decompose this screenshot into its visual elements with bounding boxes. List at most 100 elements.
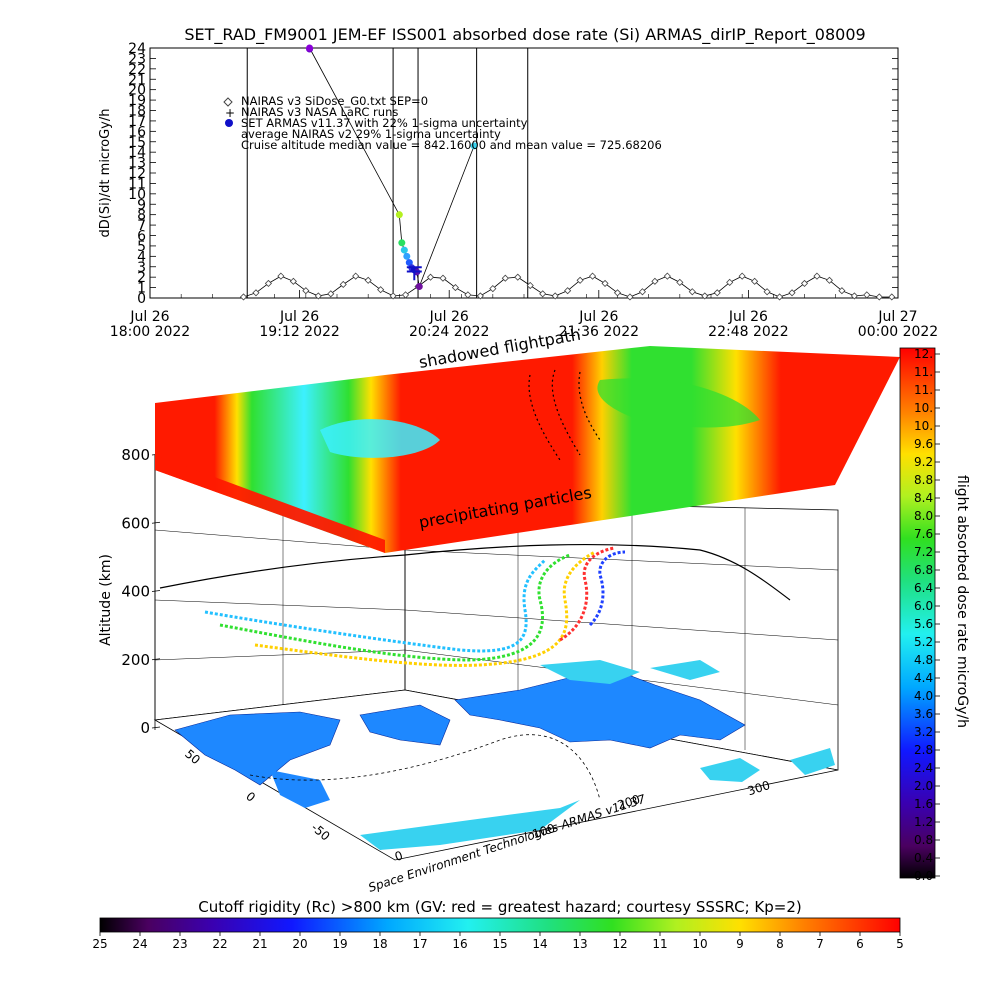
trajectory-black-line [159, 543, 791, 601]
rigidity-colorbar-tick-label: 7 [816, 937, 824, 951]
orbit-track-3 [254, 550, 596, 667]
dose-colorbar-tick-label: 1.6 [914, 797, 933, 811]
orbit-track-2 [219, 553, 571, 662]
armas-point [398, 239, 406, 247]
nairas-point [863, 291, 871, 299]
nairas-point [489, 285, 497, 293]
top-y-tick-label: 1 [137, 281, 146, 297]
nairas-point [613, 289, 622, 297]
nairas-point [476, 292, 484, 300]
nairas-point [302, 287, 310, 295]
armas-point [470, 142, 478, 150]
rigidity-colorbar-tick-label: 9 [736, 937, 744, 951]
top-x-tick-day: Jul 27 [877, 309, 917, 325]
land-africa [359, 704, 451, 746]
land-greenland [650, 660, 720, 680]
rigidity-colorbar-tick-label: 23 [172, 937, 187, 951]
armas-series-line [309, 47, 475, 288]
nairas-point [352, 272, 360, 280]
nairas-point [501, 274, 509, 282]
altitude-tick-mark [151, 521, 161, 524]
slab-flight-path [528, 369, 601, 461]
land-south-america [270, 770, 330, 808]
armas-point [395, 211, 403, 219]
rigidity-colorbar-tick-label: 14 [532, 937, 547, 951]
legend-entry-text: average NAIRAS v2 29% 1-sigma uncertaint… [241, 127, 501, 141]
land-americas [174, 711, 341, 786]
flight-segment-markers [246, 48, 529, 298]
top-y-tick-label: 24 [128, 41, 146, 57]
dose-colorbar-tick-label: 6.4 [914, 581, 933, 595]
legend-entry-text: NAIRAS v3 SiDose_G0.txt SEP=0 [241, 94, 428, 108]
dose-colorbar-tick-label: 11. [914, 365, 933, 379]
legend-entry-text: NAIRAS v3 NASA LaRC runs [241, 105, 398, 119]
nairas-point [314, 292, 322, 300]
top-y-tick-label: 10 [128, 187, 146, 203]
altitude-axis-label: Altitude (km) [98, 554, 114, 646]
nairas-point [289, 277, 297, 285]
top-y-tick-label: 17 [128, 114, 146, 130]
top-x-tick-day: Jul 26 [728, 309, 768, 325]
top-y-tick-label: 6 [137, 229, 146, 245]
nairas-point [888, 293, 896, 301]
dose-colorbar-tick-label: 3.6 [914, 707, 933, 721]
nairas-point [875, 293, 883, 301]
rigidity-colorbar-tick-label: 25 [92, 937, 107, 951]
nairas-point [825, 276, 833, 284]
orbit-track-5 [588, 550, 626, 627]
top-y-tick-label: 5 [137, 239, 146, 255]
dose-colorbar-bar [899, 347, 936, 879]
nairas-point [339, 280, 347, 289]
chart-title: SET_RAD_FM9001 JEM-EF ISS001 absorbed do… [184, 25, 865, 45]
rigidity-colorbar-tick-label: 8 [776, 937, 784, 951]
top-legend: NAIRAS v3 SiDose_G0.txt SEP=0 + NAIRAS v3 … [223, 94, 662, 152]
nairas-point [539, 290, 547, 298]
nairas-point [800, 279, 809, 287]
nairas-point [589, 272, 597, 280]
top-series [239, 44, 896, 301]
rigidity-colorbar-tick-label: 15 [492, 937, 507, 951]
altitude-tick-label: 600 [121, 514, 150, 532]
floor-x-tick-label: 300 [746, 778, 772, 798]
dose-colorbar-tick-label: 8.4 [914, 491, 933, 505]
orbit-tracks [204, 546, 626, 667]
nairas-point [701, 292, 709, 300]
dose-colorbar-tick-label: 2.0 [914, 779, 933, 793]
dose-rate-colorbar: 12. 11. 11. 10. 10. 9.6 9.2 8.8 8.4 8.0 7.6 7.2 6.8 6… [899, 347, 970, 883]
top-plot-frame [149, 47, 899, 299]
dose-colorbar-label: flight absorbed dose rate microGy/h [954, 475, 970, 728]
top-x-tick-day: Jul 26 [129, 309, 169, 325]
top-x-tick-time: 00:00 2022 [858, 324, 938, 340]
dose-colorbar-tick-label: 7.6 [914, 527, 933, 541]
land-antarctica [360, 800, 580, 850]
dose-colorbar-tick-label: 4.0 [914, 689, 933, 703]
top-y-tick-label: 13 [128, 156, 146, 172]
top-y-tick-label: 7 [137, 218, 146, 234]
nairas-point [601, 279, 609, 287]
nairas-point [439, 274, 447, 282]
top-y-tick-label: 15 [128, 135, 146, 151]
nairas-point [838, 287, 846, 295]
ground-track [249, 734, 601, 801]
slab-green-band [597, 378, 760, 428]
nairas-point [464, 291, 472, 299]
top-y-tick-label: 4 [137, 249, 146, 265]
rigidity-colorbar-ticks: 25 24 23 22 21 20 19 18 17 16 15 14 13 12 11 10 9 8 7 6 5 [92, 932, 904, 951]
altitude-tick-label: 0 [140, 719, 150, 737]
world-map-floor [174, 660, 835, 850]
nairas-point [751, 277, 759, 285]
altitude-ticks: 0 200 400 600 800 [121, 446, 161, 737]
dose-colorbar-ticks: 12. 11. 11. 10. 10. 9.6 9.2 8.8 8.4 8.0 7.6 7.2 6.8 6… [914, 347, 940, 883]
nairas-point [738, 272, 746, 280]
top-y-axis-label: dD(Si)/dt microGy/h [98, 109, 113, 238]
top-y-tick-label: 0 [137, 291, 146, 307]
rigidity-colorbar-tick-label: 24 [132, 937, 147, 951]
rigidity-colorbar-tick-label: 17 [412, 937, 427, 951]
rigidity-colorbar-tick-label: 20 [292, 937, 307, 951]
altitude-tick-label: 800 [121, 446, 150, 464]
armas-point [306, 44, 314, 52]
